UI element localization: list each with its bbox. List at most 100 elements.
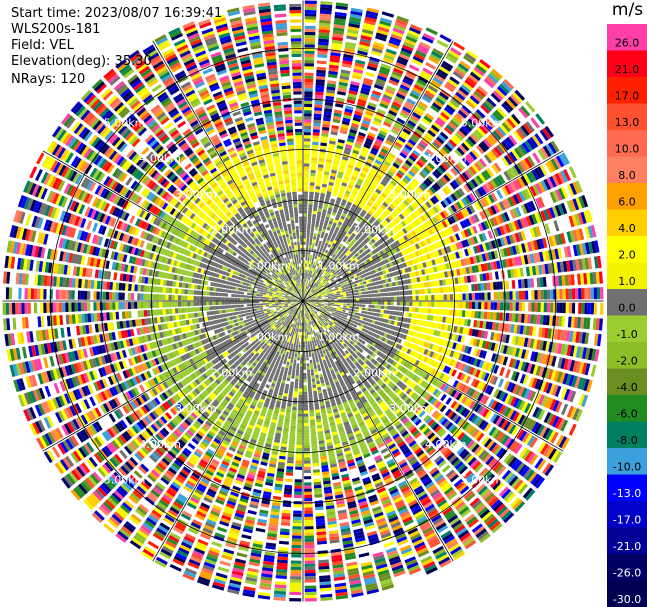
velocity-cell — [304, 295, 306, 299]
velocity-cell — [366, 65, 377, 72]
velocity-cell — [331, 235, 336, 240]
velocity-cell — [412, 55, 424, 64]
velocity-cell — [304, 132, 311, 136]
velocity-cell — [366, 212, 372, 218]
velocity-cell — [321, 212, 326, 217]
velocity-cell — [305, 292, 308, 296]
velocity-cell — [307, 216, 312, 220]
velocity-cell — [416, 103, 427, 112]
velocity-cell — [571, 302, 576, 314]
velocity-cell — [325, 264, 329, 268]
velocity-cell — [436, 136, 445, 145]
velocity-cell — [344, 44, 356, 50]
velocity-cell — [396, 15, 409, 23]
velocity-cell — [419, 139, 429, 147]
velocity-cell — [425, 112, 435, 121]
velocity-cell — [353, 186, 360, 192]
velocity-cell — [361, 28, 374, 35]
velocity-cell — [312, 278, 315, 282]
velocity-cell — [418, 307, 422, 313]
velocity-cell — [364, 307, 369, 311]
velocity-cell — [408, 170, 416, 177]
velocity-cell — [546, 289, 551, 300]
velocity-cell — [321, 298, 325, 300]
velocity-cell — [346, 305, 350, 309]
velocity-cell — [334, 216, 340, 221]
velocity-cell — [428, 301, 432, 307]
velocity-cell — [305, 285, 307, 289]
velocity-cell — [377, 197, 384, 204]
velocity-cell — [320, 1, 333, 6]
velocity-cell — [337, 304, 341, 307]
velocity-cell — [387, 82, 398, 89]
velocity-cell — [318, 161, 325, 165]
velocity-cell — [360, 228, 366, 234]
velocity-cell — [368, 152, 376, 159]
velocity-cell — [304, 53, 315, 58]
velocity-cell — [339, 132, 347, 138]
velocity-cell — [429, 127, 438, 135]
velocity-cell — [330, 264, 335, 269]
velocity-cell — [349, 16, 362, 22]
velocity-cell — [347, 250, 352, 255]
velocity-cell — [344, 173, 351, 178]
velocity-cell — [459, 107, 470, 117]
velocity-cell — [432, 48, 444, 57]
velocity-cell — [315, 79, 325, 83]
velocity-cell — [359, 92, 369, 99]
velocity-cell — [397, 194, 405, 201]
velocity-cell — [344, 147, 352, 152]
velocity-cell — [311, 245, 315, 249]
velocity-cell — [333, 247, 337, 251]
velocity-cell — [376, 285, 381, 289]
velocity-cell — [334, 301, 338, 303]
velocity-cell — [326, 86, 336, 91]
velocity-cell — [304, 119, 312, 123]
velocity-cell — [309, 191, 314, 196]
velocity-cell — [512, 291, 516, 300]
velocity-cell — [362, 294, 366, 298]
velocity-cell — [342, 245, 346, 250]
velocity-cell — [331, 242, 336, 247]
velocity-cell — [356, 195, 362, 201]
velocity-cell — [383, 288, 387, 292]
velocity-cell — [428, 295, 432, 301]
velocity-cell — [332, 253, 336, 258]
velocity-cell — [406, 296, 410, 301]
velocity-cell — [378, 301, 382, 305]
velocity-cell — [318, 38, 329, 43]
velocity-cell — [321, 183, 327, 188]
velocity-cell — [320, 344, 324, 348]
velocity-cell — [344, 314, 348, 318]
velocity-cell — [304, 125, 312, 129]
velocity-cell — [321, 297, 325, 299]
velocity-cell — [307, 273, 309, 277]
velocity-cell — [320, 7, 332, 12]
velocity-cell — [303, 182, 309, 186]
velocity-cell — [341, 223, 347, 228]
velocity-cell — [372, 222, 378, 228]
velocity-cell — [316, 60, 327, 65]
velocity-cell — [357, 192, 364, 198]
velocity-cell — [336, 253, 341, 257]
velocity-cell — [339, 236, 344, 241]
velocity-cell — [331, 39, 343, 45]
velocity-cell — [327, 146, 335, 151]
velocity-cell — [305, 254, 308, 258]
velocity-cell — [448, 49, 460, 59]
velocity-cell — [307, 213, 312, 217]
velocity-cell — [353, 230, 358, 235]
velocity-cell — [360, 313, 365, 317]
velocity-cell — [323, 206, 328, 211]
velocity-cell — [440, 294, 444, 301]
velocity-cell — [380, 148, 389, 155]
velocity-cell — [418, 295, 422, 301]
velocity-cell — [313, 201, 319, 206]
velocity-cell — [321, 136, 328, 141]
velocity-cell — [362, 226, 368, 231]
velocity-cell — [487, 292, 491, 300]
velocity-cell — [307, 286, 310, 290]
velocity-cell — [431, 157, 440, 166]
velocity-cell — [310, 281, 313, 285]
velocity-cell — [335, 200, 341, 205]
